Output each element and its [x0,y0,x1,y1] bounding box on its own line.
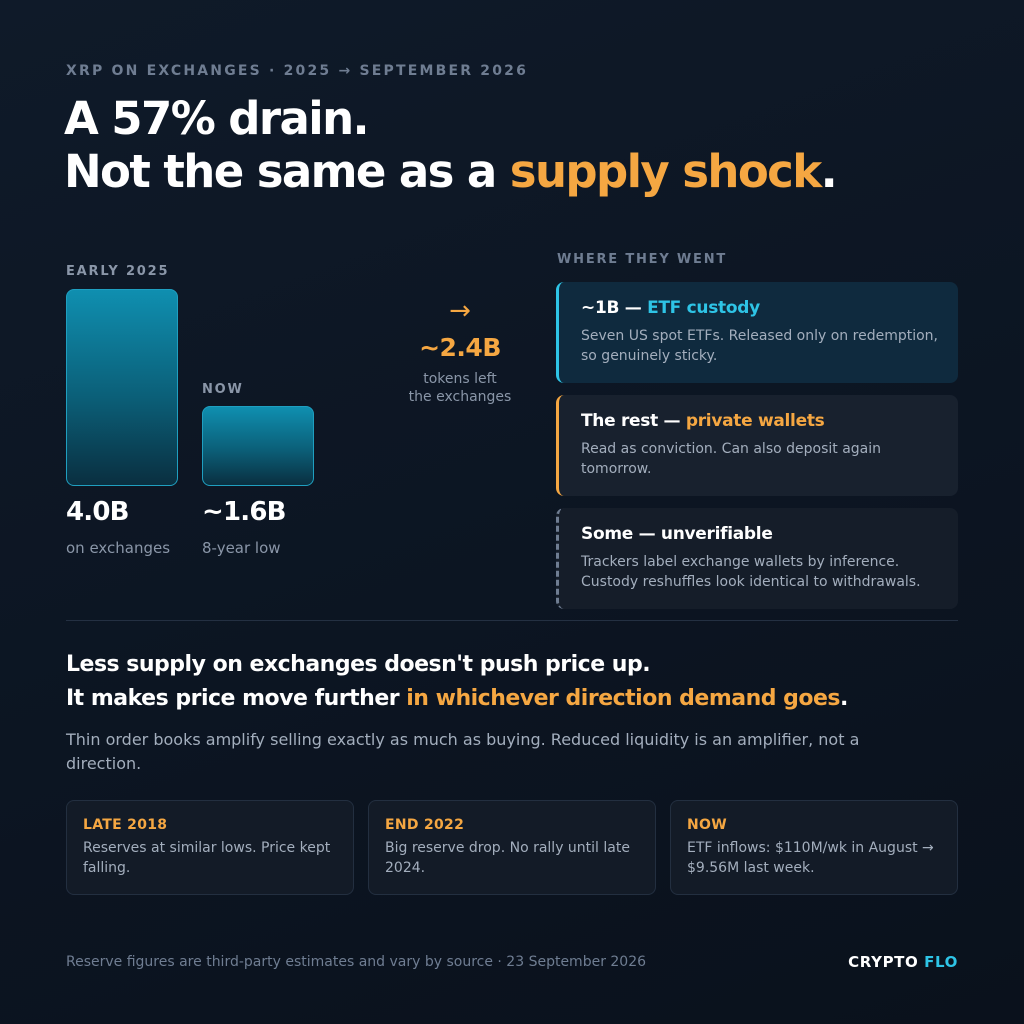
thesis-line-2-text: It makes price move further [66,686,407,711]
card-body: Seven US spot ETFs. Released only on red… [581,328,938,364]
flow-caption-line-2: the exchanges [408,389,512,405]
now-caption: 8-year low [202,539,281,557]
thesis-period: . [840,686,848,711]
thesis-accent: in whichever direction demand goes [406,686,841,711]
arrow-right-icon: → [449,296,471,326]
headline-line-2: Not the same as a supply shock. [64,145,964,198]
headline-line-1: A 57% drain. [64,92,370,145]
brand-accent: FLO [924,953,958,971]
early-caption: on exchanges [66,539,171,557]
card-body: Trackers label exchange wallets by infer… [581,554,921,590]
card-private-wallets: The rest — private wallets Read as convi… [556,395,958,496]
history-card-title: LATE 2018 [83,817,168,833]
history-card-body: ETF inflows: $110M/wk in August → $9.56M… [687,840,934,876]
card-title: The rest — private wallets [581,411,938,431]
card-unverifiable: Some — unverifiable Trackers label excha… [556,508,958,609]
history-card-late-2018: LATE 2018 Reserves at similar lows. Pric… [66,800,354,895]
history-card-end-2022: END 2022 Big reserve drop. No rally unti… [368,800,656,895]
now-label: NOW [202,382,244,397]
thesis-heading: Less supply on exchanges doesn't push pr… [66,648,966,716]
brand-main: CRYPTO [848,953,925,971]
card-etf-custody: ~1B — ETF custody Seven US spot ETFs. Re… [556,282,958,383]
where-label: WHERE THEY WENT [557,252,728,267]
card-title-accent: private wallets [685,411,825,431]
history-card-title: END 2022 [385,817,465,833]
headline: A 57% drain. Not the same as a supply sh… [64,92,964,198]
history-card-title: NOW [687,817,727,833]
early-value: 4.0B [66,497,129,527]
now-bar [202,406,314,486]
card-body: Read as conviction. Can also deposit aga… [581,441,882,477]
card-title-text: The rest — [581,411,686,431]
history-card-body: Reserves at similar lows. Price kept fal… [83,840,331,876]
card-title-accent: ETF custody [647,298,760,318]
flow-value: ~2.4B [419,333,501,362]
history-card-body: Big reserve drop. No rally until late 20… [385,840,630,876]
eyebrow: XRP ON EXCHANGES · 2025 → SEPTEMBER 2026 [66,63,529,79]
card-title: Some — unverifiable [581,524,938,544]
thesis-body: Thin order books amplify selling exactly… [66,730,860,773]
history-card-now: NOW ETF inflows: $110M/wk in August → $9… [670,800,958,895]
headline-period: . [820,145,838,198]
divider [66,620,958,621]
footer-note: Reserve figures are third-party estimate… [66,954,647,970]
brand-logo: CRYPTO FLO [848,953,958,971]
headline-line-2-text: Not the same as a [64,145,510,198]
headline-accent: supply shock [509,145,822,198]
flow-caption-line-1: tokens left [423,371,497,387]
flow-caption: tokens left the exchanges [395,370,525,406]
thesis-line-1: Less supply on exchanges doesn't push pr… [66,652,651,677]
card-title: ~1B — ETF custody [581,298,938,318]
card-title-text: ~1B — [581,298,648,318]
card-title-text: Some — unverifiable [581,524,773,544]
thesis-line-2: It makes price move further in whichever… [66,682,966,716]
early-bar [66,289,178,486]
now-value: ~1.6B [202,497,286,527]
early-label: EARLY 2025 [66,264,170,279]
